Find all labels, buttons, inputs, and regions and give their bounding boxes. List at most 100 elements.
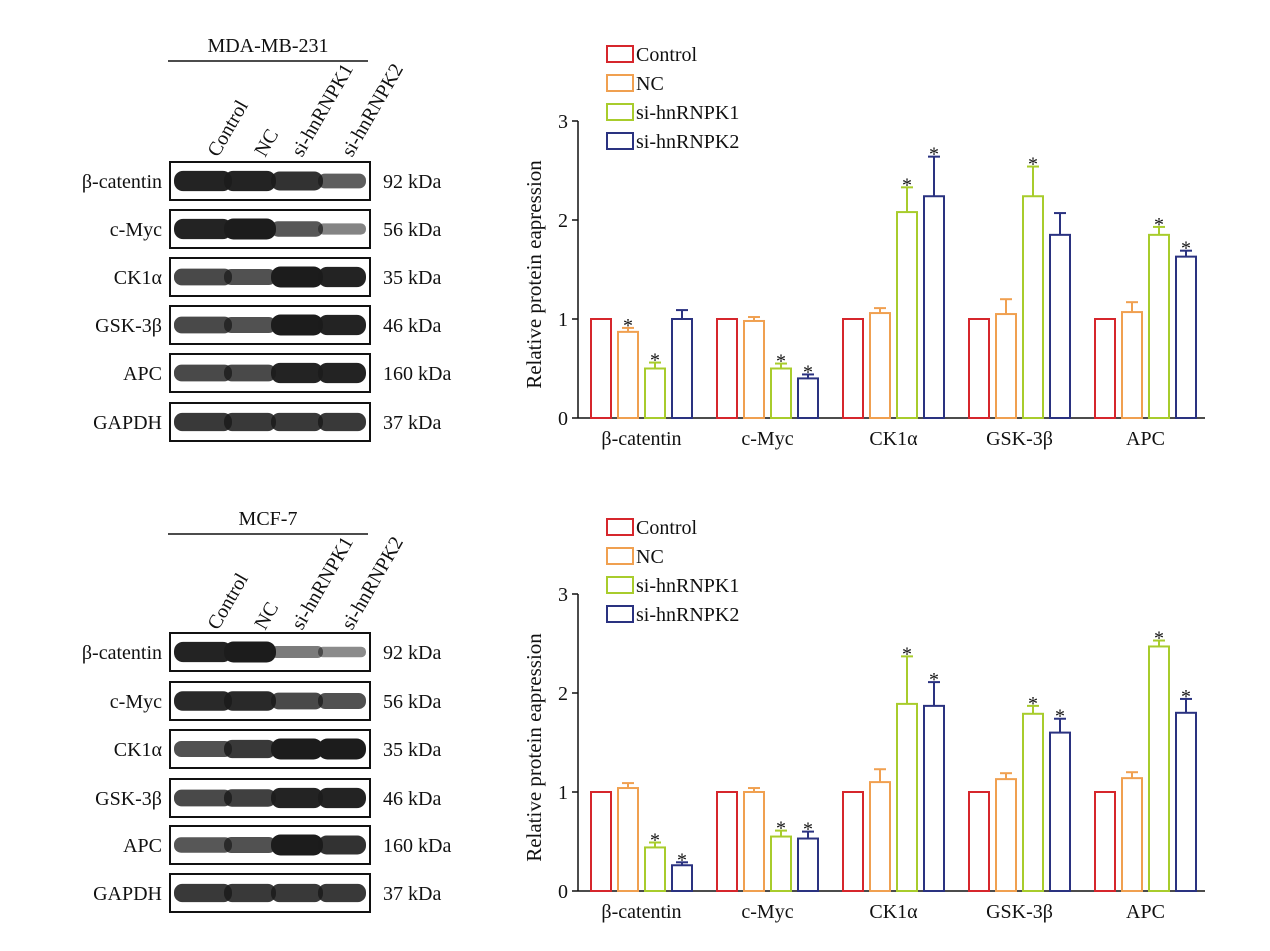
x-tick-label-gsk-3: GSK-3β [986,901,1053,923]
panel-mcf-7: MCF-7 Control NC si-hnRNPK1 si-hnRNPK2 β-cate… [0,473,1270,946]
legend-swatch [606,576,634,594]
bar-si-hnrnpk1 [644,846,666,893]
significance-asterisk: * [677,849,687,871]
legend-label: Control [636,44,698,66]
bar-control [968,791,990,892]
protein-label-ck1: CK1α [114,739,163,761]
bar-control [1094,318,1116,419]
legend-label: si-hnRNPK1 [636,102,739,124]
y-axis-label: Relative protein eapression [522,160,546,389]
molecular-weight-label: 56 kDa [383,219,441,241]
blot-row-gapdh [169,873,371,913]
bar-control [842,791,864,892]
band-si-hnrnpk2 [318,223,366,235]
blot-row-ck1 [169,729,371,769]
protein-label-c-myc: c-Myc [110,691,162,713]
legend-item-nc: NC [606,73,664,95]
band-nc [224,641,276,663]
significance-asterisk: * [1028,693,1038,715]
legend-item-si-hnrnpk1: si-hnRNPK1 [606,102,739,124]
protein-label-gsk-3: GSK-3β [95,315,162,337]
band-control [174,218,232,240]
band-control [174,364,232,382]
legend-swatch [606,518,634,536]
bar-nc [869,781,891,893]
lane-label-nc: NC [250,598,283,633]
molecular-weight-label: 160 kDa [383,363,451,385]
bar-control [590,791,612,892]
legend-label: Control [636,517,698,539]
cell-line-title: MCF-7 [239,508,298,530]
bar-nc [617,330,639,419]
band-nc [224,412,276,432]
bar-group-catentin: ** [590,782,693,893]
bar-si-hnrnpk1 [1022,712,1044,892]
x-tick-label-c-myc: c-Myc [741,428,793,450]
band-nc [224,836,276,854]
bar-si-hnrnpk2 [797,837,819,892]
band-si-hnrnpk1 [271,883,323,903]
bar-si-hnrnpk1 [1022,195,1044,419]
band-control [174,316,232,334]
molecular-weight-label: 37 kDa [383,412,441,434]
legend-swatch [606,605,634,623]
band-si-hnrnpk2 [318,362,366,384]
band-si-hnrnpk1 [271,171,323,191]
y-tick-label: 3 [558,584,568,606]
significance-asterisk: * [1154,214,1164,236]
bar-si-hnrnpk1 [896,702,918,892]
band-nc [224,170,276,192]
band-si-hnrnpk2 [318,883,366,903]
x-tick-label-apc: APC [1126,901,1165,923]
band-si-hnrnpk2 [318,314,366,336]
molecular-weight-label: 56 kDa [383,691,441,713]
legend-item-si-hnrnpk1: si-hnRNPK1 [606,575,739,597]
molecular-weight-label: 92 kDa [383,642,441,664]
bar-si-hnrnpk2 [923,704,945,892]
legend-item-control: Control [606,44,698,66]
legend-item-nc: NC [606,546,664,568]
band-control [174,883,232,903]
bar-si-hnrnpk2 [1175,711,1197,892]
blot-row-catentin [169,161,371,201]
bar-si-hnrnpk1 [770,367,792,419]
bar-group-apc: ** [1094,628,1197,893]
band-control [174,641,232,663]
band-si-hnrnpk1 [271,646,323,658]
band-si-hnrnpk2 [318,646,366,658]
x-tick-label-ck1: CK1α [869,428,918,450]
band-nc [224,691,276,711]
bar-control [716,318,738,419]
blot-row-c-myc [169,681,371,721]
band-nc [224,316,276,334]
band-control [174,837,232,853]
legend-label: si-hnRNPK1 [636,575,739,597]
legend-label: NC [636,73,664,95]
x-tick-label-gsk-3: GSK-3β [986,428,1053,450]
significance-asterisk: * [1055,706,1065,728]
legend-item-control: Control [606,517,698,539]
cell-line-title: MDA-MB-231 [207,35,328,57]
bar-control [968,318,990,419]
blot-row-gsk-3 [169,778,371,818]
bar-si-hnrnpk2 [671,318,693,419]
y-tick-label: 2 [558,210,568,232]
bar-nc [1121,777,1143,893]
band-si-hnrnpk2 [318,266,366,288]
bar-group-catentin: ** [590,309,693,419]
blot-row-ck1 [169,257,371,297]
band-si-hnrnpk1 [271,314,323,336]
band-nc [224,739,276,759]
y-axis-label: Relative protein eapression [522,633,546,862]
bar-control [716,791,738,892]
bar-si-hnrnpk2 [1049,233,1071,419]
significance-asterisk: * [776,818,786,840]
x-tick-label-ck1: CK1α [869,901,918,923]
blot-row-apc [169,825,371,865]
bar-si-hnrnpk1 [1148,645,1170,892]
panel-mda-mb-231: MDA-MB-231 Control NC si-hnRNPK1 si-hnRNPK2 β… [0,0,1270,473]
bar-nc [1121,311,1143,420]
band-nc [224,364,276,382]
bar-nc [743,791,765,892]
legend-label: si-hnRNPK2 [636,131,739,153]
